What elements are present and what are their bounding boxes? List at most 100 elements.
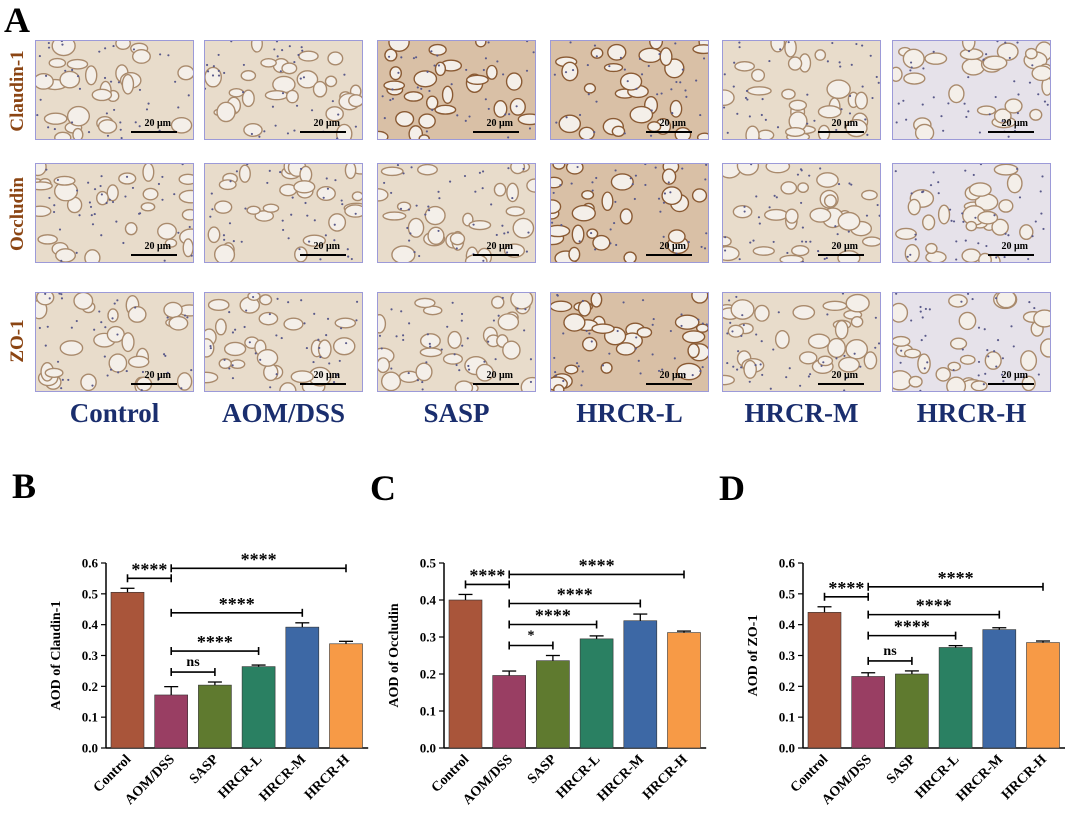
- bar-hrcrm: [982, 629, 1017, 749]
- micrograph-claudin1-hrcrh: 20 μm: [892, 40, 1051, 140]
- micrograph-claudin1-sasp: 20 μm: [377, 40, 536, 140]
- x-tick-label: HRCR-H: [302, 752, 353, 803]
- bar-control: [807, 612, 842, 749]
- y-tick-label: 0.2: [82, 679, 98, 694]
- bar-hrcrh: [667, 632, 701, 749]
- scale-bar: [300, 131, 346, 133]
- y-axis-label: AOD of Occludin: [387, 603, 402, 707]
- bar-aomdss: [492, 675, 526, 749]
- bar-sasp: [895, 673, 929, 749]
- bar-hrcrh: [1026, 642, 1060, 749]
- y-tick-label: 0.0: [779, 741, 795, 756]
- x-tick-label: Control: [429, 752, 473, 796]
- significance-label: ****: [469, 565, 505, 585]
- scale-bar-label: 20 μm: [831, 118, 859, 129]
- significance-label: *: [528, 629, 535, 644]
- group-label-aomdss: AOM/DSS: [221, 398, 346, 428]
- significance-label: ****: [535, 606, 571, 626]
- chart-claudin1: 0.0 0.1 0.2 0.3 0.4 0.5 0.6 AOD of Claudin-1 Con…: [49, 549, 369, 808]
- bar-hrcrm: [285, 626, 320, 749]
- scale-bar: [818, 254, 864, 256]
- group-label-control: Control: [69, 398, 160, 428]
- y-tick-label: 0.5: [420, 556, 437, 571]
- row-label-claudin1: Claudin-1: [7, 50, 28, 132]
- y-tick-label: 0.6: [82, 556, 99, 571]
- x-tick-label: Control: [91, 752, 135, 796]
- scale-bar: [300, 383, 346, 385]
- y-tick-label: 0.3: [82, 648, 99, 663]
- y-tick-label: 0.1: [420, 704, 436, 719]
- bar-aomdss: [851, 676, 885, 749]
- group-label-hrcrh: HRCR-H: [916, 398, 1027, 428]
- micrograph-occludin-sasp: 20 μm: [377, 163, 536, 263]
- y-tick-label: 0.6: [779, 556, 796, 571]
- scale-bar-label: 20 μm: [313, 370, 341, 381]
- y-tick-label: 0.2: [779, 679, 795, 694]
- scale-bar: [646, 383, 692, 385]
- micrograph-occludin-control: 20 μm: [35, 163, 194, 263]
- scale-bar-label: 20 μm: [313, 241, 341, 252]
- row-label-occludin: Occludin: [7, 177, 28, 251]
- significance-label: ****: [197, 632, 233, 652]
- micrograph-occludin-aomdss: 20 μm: [204, 163, 363, 263]
- scale-bar-label: 20 μm: [486, 370, 514, 381]
- y-tick-label: 0.5: [779, 586, 796, 601]
- scale-bar-label: 20 μm: [1001, 241, 1029, 252]
- significance-label: ****: [916, 596, 952, 616]
- scale-bar: [131, 131, 177, 133]
- scale-bar: [131, 254, 177, 256]
- significance-label: ****: [828, 578, 864, 598]
- scale-bar-label: 20 μm: [313, 118, 341, 129]
- y-tick-label: 0.3: [779, 648, 796, 663]
- bar-aomdss: [154, 694, 188, 749]
- panel-b-letter: B: [12, 466, 37, 506]
- x-tick-label: SASP: [525, 752, 560, 787]
- micrograph-zo1-hrcrm: 20 μm: [722, 292, 881, 392]
- scale-bar-label: 20 μm: [659, 370, 687, 381]
- group-label-sasp: SASP: [423, 398, 490, 428]
- bar-control: [110, 591, 145, 749]
- y-tick-label: 0.4: [82, 617, 99, 632]
- x-tick-label: SASP: [187, 752, 222, 787]
- significance-label: ns: [883, 644, 897, 659]
- significance-label: ****: [938, 568, 974, 588]
- y-tick-label: 0.0: [82, 741, 98, 756]
- micrograph-occludin-hrcrh: 20 μm: [892, 163, 1051, 263]
- x-tick-label: HRCR-H: [640, 752, 691, 803]
- scale-bar: [473, 383, 519, 385]
- scale-bar-label: 20 μm: [659, 241, 687, 252]
- bar-hrcrl: [241, 666, 276, 749]
- scale-bar: [473, 254, 519, 256]
- scale-bar-label: 20 μm: [144, 118, 172, 129]
- scale-bar: [473, 131, 519, 133]
- group-label-hrcrm: HRCR-M: [744, 398, 859, 428]
- panel-c-letter: C: [370, 468, 396, 508]
- significance-label: ****: [579, 555, 615, 575]
- x-tick-label: Control: [788, 752, 832, 796]
- row-label-zo1: ZO-1: [7, 319, 28, 363]
- chart-occludin: 0.0 0.1 0.2 0.3 0.4 0.5 AOD of Occludin Control…: [387, 555, 707, 808]
- y-axis-label: AOD of Claudin-1: [49, 601, 64, 711]
- panel-a-letter: A: [4, 0, 30, 40]
- scale-bar-label: 20 μm: [831, 370, 859, 381]
- y-tick-label: 0.0: [420, 741, 436, 756]
- micrograph-zo1-hrcrl: 20 μm: [550, 292, 709, 392]
- bar-hrcrl: [579, 638, 614, 749]
- micrograph-zo1-control: 20 μm: [35, 292, 194, 392]
- y-tick-label: 0.2: [420, 667, 436, 682]
- scale-bar: [300, 254, 346, 256]
- scale-bar: [818, 383, 864, 385]
- significance-label: ****: [131, 559, 167, 579]
- x-tick-label: HRCR-M: [954, 752, 1006, 804]
- scale-bar-label: 20 μm: [659, 118, 687, 129]
- significance-label: ****: [241, 549, 277, 569]
- panel-d-letter: D: [719, 468, 745, 508]
- bar-hrcrm: [623, 620, 658, 749]
- bar-control: [448, 599, 483, 749]
- micrograph-claudin1-control: 20 μm: [35, 40, 194, 140]
- scale-bar: [818, 131, 864, 133]
- scale-bar-label: 20 μm: [831, 241, 859, 252]
- scale-bar-label: 20 μm: [144, 241, 172, 252]
- y-tick-label: 0.4: [779, 617, 796, 632]
